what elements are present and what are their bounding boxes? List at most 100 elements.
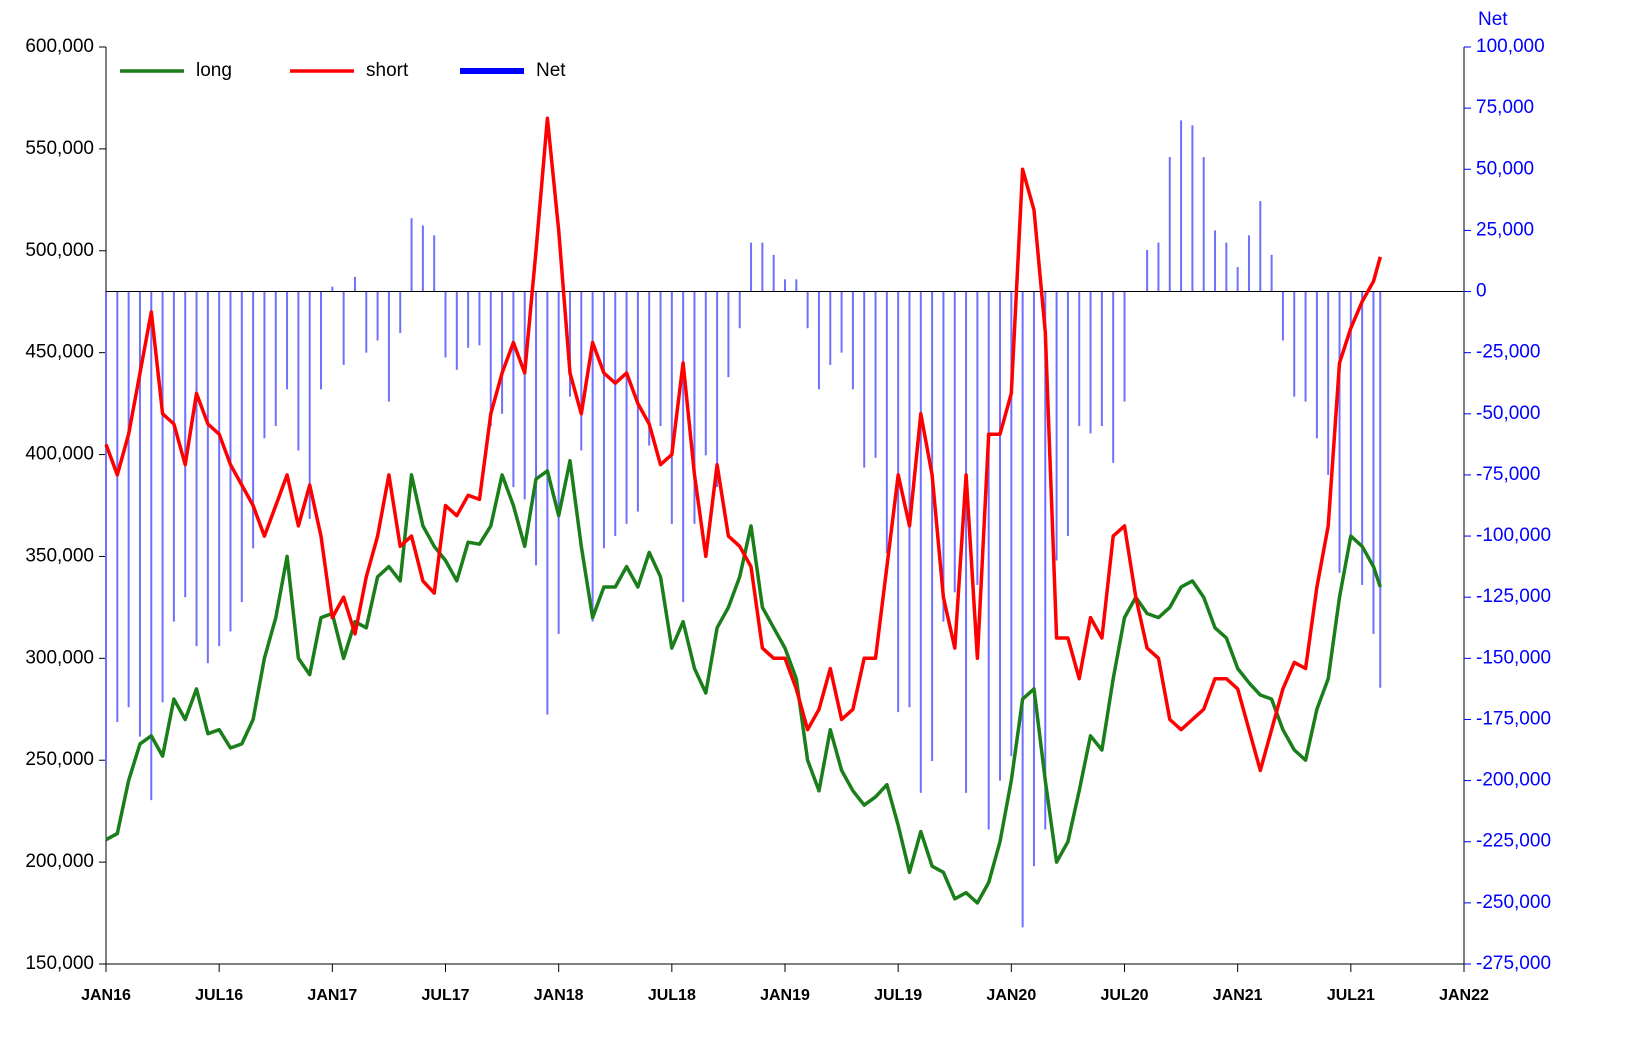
net-bar <box>1270 254 1273 292</box>
y-tick-label: 250,000 <box>25 749 94 770</box>
net-bar <box>444 291 447 358</box>
net-bar <box>817 291 820 390</box>
net-bar <box>1304 291 1307 402</box>
net-bar <box>1157 242 1160 292</box>
net-bar <box>1191 125 1194 292</box>
x-tick-label: JAN18 <box>534 987 584 1004</box>
y2-tick-label: -175,000 <box>1476 708 1551 729</box>
net-bar <box>851 291 854 390</box>
y-tick-label: 350,000 <box>25 545 94 566</box>
net-bar <box>976 291 979 585</box>
net-bar <box>704 291 707 456</box>
net-bar <box>535 291 538 566</box>
y2-tick-label: 100,000 <box>1476 36 1545 57</box>
net-bar <box>885 291 888 554</box>
net-bar <box>433 235 436 292</box>
net-bar <box>670 291 673 524</box>
net-bar <box>580 291 583 451</box>
net-bar <box>320 291 323 390</box>
net-bar <box>150 291 153 801</box>
net-bar <box>1078 291 1081 427</box>
x-tick-label: JAN21 <box>1213 987 1263 1004</box>
net-bar <box>1315 291 1318 439</box>
net-bar <box>331 286 334 292</box>
x-tick-label: JUL17 <box>421 987 469 1004</box>
y2-tick-label: -125,000 <box>1476 586 1551 607</box>
net-bar <box>557 291 560 634</box>
net-bar <box>1112 291 1115 463</box>
net-bar <box>625 291 628 524</box>
net-bar <box>1089 291 1092 434</box>
net-bar <box>772 254 775 292</box>
net-bar <box>784 279 786 292</box>
net-bar <box>953 291 956 593</box>
net-bar <box>489 291 492 427</box>
net-bar <box>399 291 402 334</box>
y2-tick-label: 0 <box>1476 281 1487 302</box>
net-bar <box>1100 291 1103 427</box>
net-bar <box>206 291 209 664</box>
y-tick-label: 450,000 <box>25 342 94 363</box>
net-bar <box>1044 291 1047 830</box>
x-tick-label: JUL19 <box>874 987 922 1004</box>
y2-tick-label: -50,000 <box>1476 403 1540 424</box>
x-tick-label: JUL16 <box>195 987 243 1004</box>
net-bar <box>716 291 719 488</box>
net-bar <box>172 291 175 622</box>
net-bar <box>1379 291 1382 688</box>
net-bar <box>648 291 651 446</box>
net-bar <box>965 291 968 793</box>
net-bar <box>263 291 266 439</box>
y-tick-label: 500,000 <box>25 240 94 261</box>
net-bar <box>1055 291 1058 561</box>
y2-tick-label: -150,000 <box>1476 647 1551 668</box>
y2-tick-label: -250,000 <box>1476 892 1551 913</box>
y2-tick-label: 75,000 <box>1476 97 1534 118</box>
net-bar <box>1281 291 1284 341</box>
net-bar <box>1021 291 1024 928</box>
x-tick-label: JAN17 <box>307 987 357 1004</box>
net-bar <box>116 291 119 722</box>
net-bar <box>105 291 107 766</box>
net-bar <box>308 291 311 519</box>
net-bar <box>1146 249 1149 292</box>
y-tick-label: 550,000 <box>25 138 94 159</box>
y2-axis-title: Net <box>1478 9 1508 30</box>
net-bar <box>1361 291 1364 585</box>
legend-label: long <box>196 60 232 81</box>
net-bar <box>1123 291 1126 402</box>
y2-tick-label: -275,000 <box>1476 953 1551 974</box>
net-bar <box>342 291 345 365</box>
legend-label: short <box>366 60 409 81</box>
net-bar <box>127 291 130 708</box>
y2-tick-label: -100,000 <box>1476 525 1551 546</box>
net-bar <box>467 291 470 348</box>
net-bar <box>750 242 753 292</box>
y-tick-label: 600,000 <box>25 36 94 57</box>
net-bar <box>546 291 549 715</box>
net-bar <box>1180 120 1183 292</box>
net-bar <box>161 291 164 703</box>
y2-tick-label: 50,000 <box>1476 158 1534 179</box>
net-bar <box>353 276 356 292</box>
net-bar <box>591 291 594 622</box>
net-bar <box>908 291 911 708</box>
net-bar <box>897 291 900 713</box>
net-bar <box>602 291 605 549</box>
net-bar <box>1236 267 1239 292</box>
x-tick-label: JUL18 <box>648 987 696 1004</box>
net-bar <box>252 291 255 549</box>
y2-tick-label: -225,000 <box>1476 831 1551 852</box>
net-bar <box>1293 291 1296 397</box>
net-bar <box>286 291 289 390</box>
net-bar <box>682 291 685 603</box>
net-bar <box>863 291 866 468</box>
series-line <box>104 116 1382 773</box>
y2-tick-label: 25,000 <box>1476 219 1534 240</box>
net-bar <box>1066 291 1069 537</box>
net-bar <box>1247 235 1250 292</box>
series-line <box>105 458 1382 905</box>
net-bar <box>274 291 277 427</box>
net-bar <box>1202 157 1205 292</box>
net-bar <box>614 291 617 537</box>
